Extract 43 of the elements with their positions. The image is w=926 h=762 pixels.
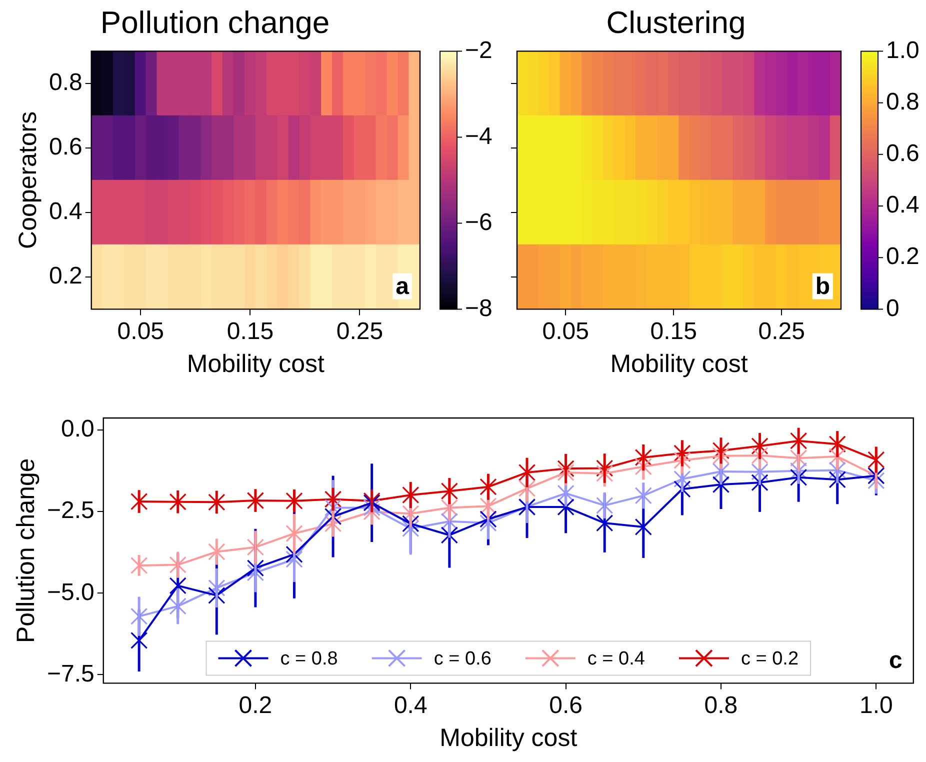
chart-title: Pollution change: [100, 5, 330, 40]
color-bar-label: −8: [465, 294, 492, 322]
y-axis-title: Pollution change: [12, 458, 40, 644]
x-tick-label: 1.0: [859, 692, 893, 720]
color-bar-label: 0.8: [886, 88, 920, 116]
x-tick-label: 0.05: [542, 318, 589, 346]
x-tick-label: 0.15: [650, 318, 697, 346]
y-axis-title: Cooperators: [14, 111, 42, 249]
color-bar-label: 0: [886, 294, 900, 322]
y-tick-label: 0.6: [48, 134, 82, 161]
x-axis-title: Mobility cost: [440, 724, 578, 752]
x-tick-label: 0.2: [238, 692, 272, 720]
color-bar-label: −4: [465, 122, 492, 150]
color-bar-label: 0.6: [886, 140, 920, 168]
legend-label: c = 0.8: [280, 648, 338, 670]
x-tick-label: 0.4: [394, 692, 428, 720]
color-bar-label: −6: [465, 208, 492, 236]
color-bar-label: 0.4: [886, 192, 920, 219]
annotation: b: [815, 272, 830, 300]
x-tick-label: 0.8: [704, 692, 738, 720]
color-bar-label: 0.2: [886, 243, 920, 270]
y-tick-label: 0.0: [61, 416, 94, 443]
x-tick-label: 0.15: [226, 318, 274, 346]
annotation: c: [889, 646, 902, 674]
x-tick-label: 0.6: [549, 692, 582, 720]
y-tick-label: 0.4: [48, 198, 82, 226]
y-tick-label: −5.0: [46, 578, 94, 606]
legend-label: c = 0.4: [587, 648, 646, 670]
x-tick-label: 0.25: [336, 318, 384, 346]
y-tick-label: 0.8: [48, 69, 82, 96]
annotation: a: [396, 272, 410, 300]
x-axis-title: Mobility cost: [186, 350, 324, 378]
x-tick-label: 0.05: [117, 318, 164, 346]
y-tick-label: −2.5: [46, 497, 94, 524]
y-tick-label: 0.2: [48, 262, 82, 290]
x-axis-title: Mobility cost: [610, 350, 748, 378]
chart-title: Clustering: [606, 5, 746, 40]
color-bar-label: −2: [465, 36, 492, 64]
legend-label: c = 0.6: [434, 648, 492, 670]
x-tick-label: 0.25: [758, 318, 805, 346]
color-bar-label: 1.0: [886, 36, 920, 64]
y-tick-label: −7.5: [46, 660, 94, 688]
legend-label: c = 0.2: [740, 648, 799, 670]
